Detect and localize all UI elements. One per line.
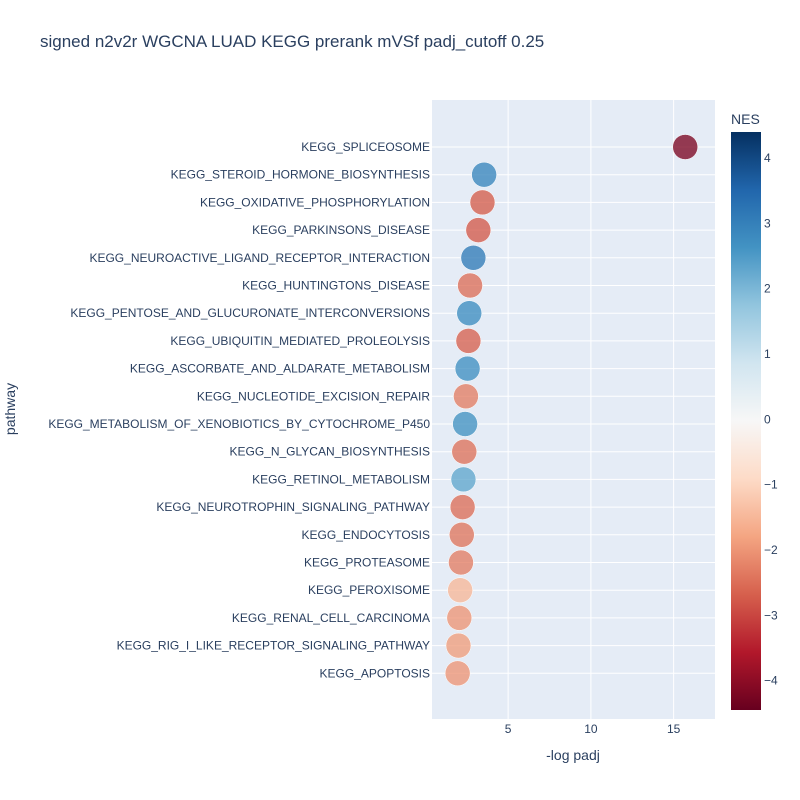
data-point[interactable] <box>460 245 487 271</box>
y-tick-label: KEGG_STEROID_HORMONE_BIOSYNTHESIS <box>171 168 430 182</box>
y-tick-label: KEGG_PENTOSE_AND_GLUCURONATE_INTERCONVER… <box>70 306 430 320</box>
data-point[interactable] <box>450 466 477 493</box>
data-point[interactable] <box>446 605 473 631</box>
y-tick-label: KEGG_HUNTINGTONS_DISEASE <box>242 279 430 293</box>
colorbar-tick-label: 1 <box>764 347 771 361</box>
data-point[interactable] <box>453 383 479 410</box>
data-point[interactable] <box>448 549 474 576</box>
y-tick-label: KEGG_SPLICEOSOME <box>301 140 430 154</box>
data-point[interactable] <box>672 134 698 160</box>
colorbar <box>731 132 761 710</box>
y-tick-label: KEGG_PEROXISOME <box>308 583 430 597</box>
grid-lines <box>432 100 715 719</box>
y-tick-labels: KEGG_SPLICEOSOME KEGG_STEROID_HORMONE_BIO… <box>48 140 430 680</box>
colorbar-title: NES <box>731 111 760 127</box>
chart-title: signed n2v2r WGCNA LUAD KEGG prerank mVS… <box>40 32 545 51</box>
y-tick-label: KEGG_N_GLYCAN_BIOSYNTHESIS <box>229 445 430 459</box>
x-tick-label: 15 <box>667 722 681 736</box>
colorbar-tick-label: 3 <box>764 216 771 230</box>
colorbar-tick-label: −1 <box>764 478 778 492</box>
y-tick-label: KEGG_NEUROACTIVE_LIGAND_RECEPTOR_INTERAC… <box>89 251 430 265</box>
y-tick-label: KEGG_PARKINSONS_DISEASE <box>252 223 430 237</box>
y-tick-label: KEGG_OXIDATIVE_PHOSPHORYLATION <box>200 195 430 209</box>
data-point[interactable] <box>452 411 478 437</box>
colorbar-tick-label: 2 <box>764 282 771 296</box>
data-point[interactable] <box>465 217 492 243</box>
colorbar-tick-label: 4 <box>764 151 771 165</box>
x-tick-label: 10 <box>584 722 598 736</box>
y-tick-label: KEGG_NUCLEOTIDE_EXCISION_REPAIR <box>197 389 431 403</box>
data-point[interactable] <box>455 328 482 354</box>
x-tick-labels: 5 10 15 <box>505 722 681 736</box>
colorbar-tick-label: −2 <box>764 543 778 557</box>
data-point[interactable] <box>447 577 473 603</box>
x-tick-label: 5 <box>505 722 512 736</box>
data-point[interactable] <box>456 300 482 326</box>
y-tick-label: KEGG_ASCORBATE_AND_ALDARATE_METABOLISM <box>130 362 430 376</box>
data-point[interactable] <box>449 522 475 548</box>
data-point[interactable] <box>444 660 471 687</box>
y-tick-label: KEGG_ENDOCYTOSIS <box>302 528 430 542</box>
data-point[interactable] <box>471 161 497 188</box>
y-axis-title: pathway <box>2 383 18 435</box>
y-tick-label: KEGG_PROTEASOME <box>304 556 430 570</box>
y-tick-label: KEGG_RIG_I_LIKE_RECEPTOR_SIGNALING_PATHW… <box>117 639 430 653</box>
colorbar-tick-label: −4 <box>764 674 778 688</box>
colorbar-ticks: 4 3 2 1 0 −1 −2 −3 −4 <box>764 151 778 687</box>
y-tick-label: KEGG_APOPTOSIS <box>320 666 430 680</box>
y-tick-label: KEGG_RETINOL_METABOLISM <box>252 472 430 486</box>
data-points <box>444 134 698 687</box>
data-point[interactable] <box>449 494 476 520</box>
data-point[interactable] <box>445 632 472 659</box>
y-tick-label: KEGG_UBIQUITIN_MEDIATED_PROLEOLYSIS <box>170 334 430 348</box>
colorbar-tick-label: 0 <box>764 412 771 426</box>
y-tick-label: KEGG_RENAL_CELL_CARCINOMA <box>232 611 430 625</box>
data-point[interactable] <box>454 355 481 382</box>
data-point[interactable] <box>451 438 478 465</box>
data-point[interactable] <box>457 272 483 299</box>
data-point[interactable] <box>469 189 496 216</box>
y-tick-label: KEGG_METABOLISM_OF_XENOBIOTICS_BY_CYTOCH… <box>48 417 430 431</box>
y-tick-label: KEGG_NEUROTROPHIN_SIGNALING_PATHWAY <box>156 500 430 514</box>
x-axis-title: -log padj <box>546 747 600 763</box>
colorbar-tick-label: −3 <box>764 608 778 622</box>
